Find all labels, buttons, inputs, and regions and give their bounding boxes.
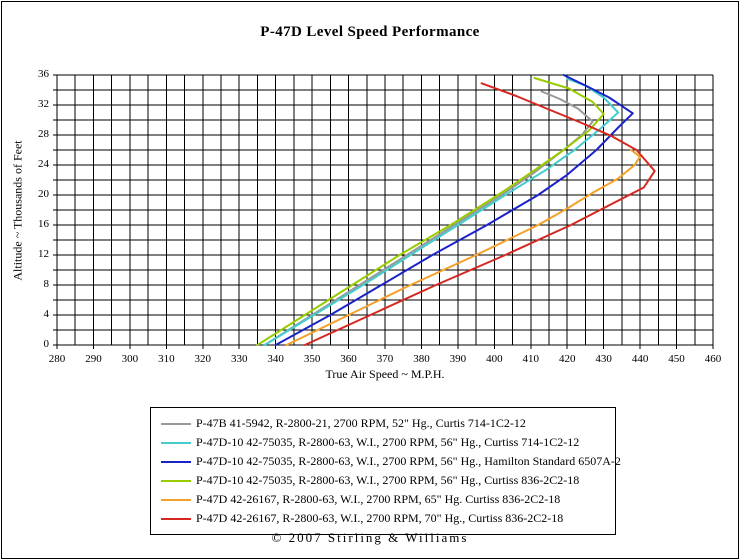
x-tick-label: 440 [631, 353, 649, 365]
y-tick-label: 16 [38, 218, 49, 230]
legend-line-sample [161, 460, 191, 463]
y-tick-label: 32 [38, 98, 49, 110]
legend-label: P-47B 41-5942, R-2800-21, 2700 RPM, 52" … [196, 416, 526, 430]
legend-line-sample [161, 517, 191, 520]
x-tick-label: 420 [558, 353, 576, 365]
series-line-0 [263, 90, 594, 346]
y-tick-label: 4 [43, 308, 50, 320]
x-tick-label: 400 [486, 353, 503, 365]
x-axis-title: True Air Speed ~ M.P.H. [325, 367, 445, 381]
legend: P-47B 41-5942, R-2800-21, 2700 RPM, 52" … [150, 407, 621, 535]
legend-line-sample [161, 479, 191, 482]
legend-item-0: P-47B 41-5942, R-2800-21, 2700 RPM, 52" … [161, 414, 615, 433]
x-tick-label: 290 [85, 353, 102, 365]
y-tick-label: 28 [38, 128, 49, 140]
plot-area [53, 74, 714, 349]
x-tick-label: 430 [595, 353, 612, 365]
copyright-footer: © 2007 Stirling & Williams [271, 530, 469, 545]
x-tick-label: 300 [121, 353, 139, 365]
chart-title: P-47D Level Speed Performance [260, 24, 480, 40]
series-line-5 [303, 82, 656, 346]
legend-label: P-47D 42-26167, R-2800-63, W.I., 2700 RP… [196, 511, 564, 525]
legend-label: P-47D 42-26167, R-2800-63, W.I., 2700 RP… [196, 492, 561, 506]
legend-line-sample [161, 422, 191, 425]
x-tick-label: 450 [668, 353, 685, 365]
plot-svg [53, 74, 714, 349]
x-tick-label: 360 [340, 353, 357, 365]
y-tick-label: 8 [43, 278, 50, 290]
legend-item-1: P-47D-10 42-75035, R-2800-63, W.I., 2700… [161, 433, 615, 452]
x-tick-label: 320 [194, 353, 212, 365]
y-tick-label: 36 [38, 68, 49, 80]
legend-item-2: P-47D-10 42-75035, R-2800-63, W.I., 2700… [161, 452, 621, 471]
series-line-2 [274, 74, 634, 346]
y-tick-label: 0 [43, 338, 50, 350]
legend-label: P-47D-10 42-75035, R-2800-63, W.I., 2700… [196, 454, 621, 468]
x-tick-label: 460 [704, 353, 722, 365]
y-axis-title: Altitude ~ Thousands of Feet [10, 139, 25, 281]
y-tick-label: 12 [38, 248, 49, 260]
legend-item-5: P-47D 42-26167, R-2800-63, W.I., 2700 RP… [161, 509, 615, 528]
x-tick-label: 340 [267, 353, 284, 365]
x-tick-label: 310 [158, 353, 175, 365]
series-line-1 [263, 77, 620, 346]
x-tick-label: 280 [48, 353, 66, 365]
x-tick-label: 410 [522, 353, 540, 365]
legend-line-sample [161, 498, 191, 501]
legend-label: P-47D-10 42-75035, R-2800-63, W.I., 2700… [196, 435, 580, 449]
legend-label: P-47D-10 42-75035, R-2800-63, W.I., 2700… [196, 473, 580, 487]
series-line-4 [285, 149, 642, 346]
legend-item-3: P-47D-10 42-75035, R-2800-63, W.I., 2700… [161, 471, 615, 490]
x-tick-label: 330 [230, 353, 248, 365]
y-tick-label: 20 [38, 188, 49, 200]
series-line-3 [256, 77, 605, 346]
x-tick-label: 390 [449, 353, 467, 365]
y-tick-label: 24 [38, 158, 49, 170]
legend-line-sample [161, 441, 191, 444]
x-tick-label: 350 [303, 353, 321, 365]
x-tick-label: 380 [413, 353, 430, 365]
legend-item-4: P-47D 42-26167, R-2800-63, W.I., 2700 RP… [161, 490, 615, 509]
x-tick-label: 370 [376, 353, 394, 365]
